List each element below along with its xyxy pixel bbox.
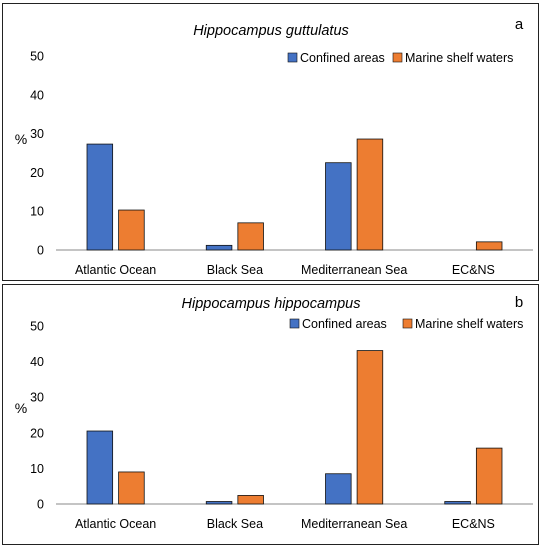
- chart-a-bar-marine-1: [237, 222, 264, 251]
- chart-panel-b: Hippocampus hippocampus b% 0 10 20 30 40 50 Atla…: [2, 284, 539, 545]
- chart-a-legend-swatch: [287, 52, 298, 63]
- chart-b-legend-label: Confined areas: [302, 317, 387, 331]
- chart-b-y-tick-label: 10: [30, 462, 44, 476]
- chart-a-bar-marine-3: [475, 241, 503, 251]
- chart-a-y-tick-label: 10: [30, 205, 44, 219]
- chart-a-bar-confined-0: [86, 143, 114, 251]
- chart-a-bar-confined-2: [325, 162, 352, 251]
- chart-b-bar-confined-3: [444, 501, 471, 505]
- chart-b-category-label: EC&NS: [452, 517, 495, 531]
- chart-b-legend-swatch: [402, 318, 413, 329]
- chart-a-y-tick-label: 40: [30, 88, 44, 102]
- chart-a-svg: Hippocampus guttulatus a% 0 10 20 30 40 50 Atlan…: [15, 16, 533, 277]
- chart-b-bar-confined-0: [86, 430, 114, 505]
- chart-a-category-label: Black Sea: [207, 263, 263, 277]
- chart-b-bar-marine-2: [356, 350, 384, 505]
- chart-b-bar-confined-1: [205, 501, 233, 505]
- chart-a-y-axis-label: %: [15, 131, 27, 147]
- chart-b-y-axis-label: %: [15, 400, 27, 416]
- chart-a-category-label: EC&NS: [452, 263, 495, 277]
- chart-b-bar-confined-2: [325, 473, 352, 505]
- chart-a-category-label: Mediterranean Sea: [301, 263, 407, 277]
- chart-a-bar-marine-2: [356, 138, 384, 251]
- chart-b-y-tick-label: 30: [30, 391, 44, 405]
- chart-a-bar-marine-0: [118, 209, 145, 251]
- chart-a-y-tick-label: 30: [30, 127, 44, 141]
- chart-b-legend-label: Marine shelf waters: [415, 317, 523, 331]
- chart-b-category-label: Mediterranean Sea: [301, 517, 407, 531]
- chart-a-category-label: Atlantic Ocean: [75, 263, 156, 277]
- chart-b-legend-swatch: [289, 318, 300, 329]
- chart-a-legend-label: Confined areas: [300, 51, 385, 65]
- chart-b-y-tick-label: 0: [37, 498, 44, 512]
- chart-b-y-tick-label: 40: [30, 355, 44, 369]
- chart-a-y-tick-label: 20: [30, 166, 44, 180]
- chart-b-bar-marine-0: [118, 471, 145, 505]
- chart-b-category-label: Black Sea: [207, 517, 263, 531]
- chart-a-legend-label: Marine shelf waters: [405, 51, 513, 65]
- chart-panel-a: Hippocampus guttulatus a% 0 10 20 30 40 50 Atlan…: [2, 3, 539, 281]
- chart-a-y-tick-label: 0: [37, 244, 44, 258]
- chart-b-panel-label: b: [515, 294, 523, 311]
- chart-b-svg: Hippocampus hippocampus b% 0 10 20 30 40 50 Atla…: [15, 294, 533, 531]
- chart-b-y-tick-label: 20: [30, 426, 44, 440]
- chart-a-bar-confined-1: [205, 244, 233, 251]
- chart-b-title: Hippocampus hippocampus: [182, 296, 361, 312]
- chart-b-bar-marine-1: [237, 495, 264, 505]
- chart-b-bar-marine-3: [475, 447, 503, 505]
- chart-a-panel-label: a: [515, 16, 524, 33]
- chart-b-category-label: Atlantic Ocean: [75, 517, 156, 531]
- chart-a-title: Hippocampus guttulatus: [193, 23, 349, 39]
- chart-a-y-tick-label: 50: [30, 50, 44, 64]
- chart-b-y-tick-label: 50: [30, 320, 44, 334]
- chart-a-legend-swatch: [392, 52, 403, 63]
